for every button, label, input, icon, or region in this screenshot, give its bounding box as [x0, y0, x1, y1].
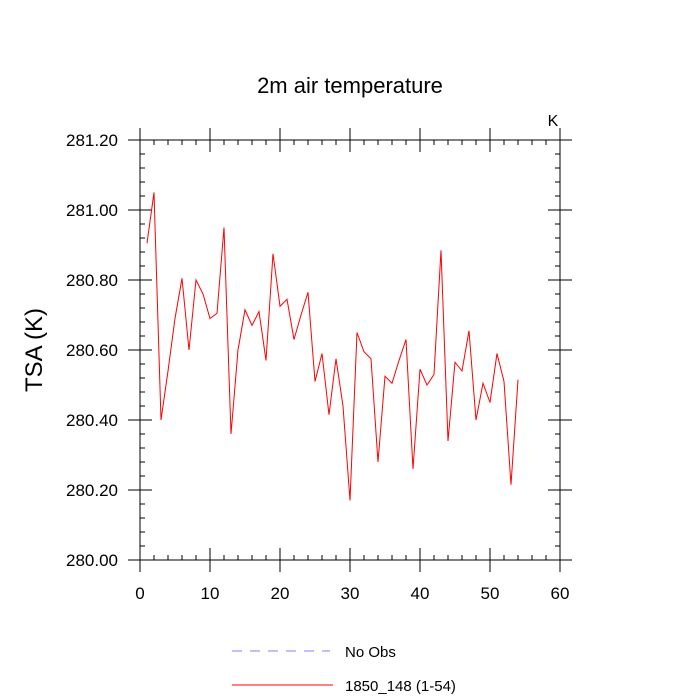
x-tick-label: 30 [341, 584, 360, 603]
x-tick-label: 50 [481, 584, 500, 603]
x-tick-label: 10 [201, 584, 220, 603]
units-label: K [548, 113, 559, 130]
series-group [146, 192, 519, 501]
y-tick-labels: 280.00 280.20 280.40 280.60 280.80 281.00 281.… [66, 131, 118, 570]
x-tick-label: 40 [411, 584, 430, 603]
y-tick-label: 281.00 [66, 201, 118, 220]
series-line [146, 192, 519, 501]
y-tick-label: 280.60 [66, 341, 118, 360]
chart-title: 2m air temperature [257, 73, 443, 98]
y-tick-label: 280.00 [66, 551, 118, 570]
legend-label-no-obs: No Obs [345, 644, 396, 661]
x-tick-label: 0 [135, 584, 144, 603]
y-axis-label: TSA (K) [21, 308, 48, 392]
y-tick-label: 280.80 [66, 271, 118, 290]
x-tick-label: 60 [551, 584, 570, 603]
legend-label-series: 1850_148 (1-54) [345, 678, 456, 695]
x-tick-label: 20 [271, 584, 290, 603]
y-tick-label: 280.20 [66, 481, 118, 500]
y-tick-label: 281.20 [66, 131, 118, 150]
y-tick-label: 280.40 [66, 411, 118, 430]
tick-marks [128, 128, 572, 572]
x-tick-labels: 0 10 20 30 40 50 60 [135, 584, 569, 603]
legend: No Obs 1850_148 (1-54) [232, 644, 456, 695]
plot-frame [139, 139, 561, 561]
